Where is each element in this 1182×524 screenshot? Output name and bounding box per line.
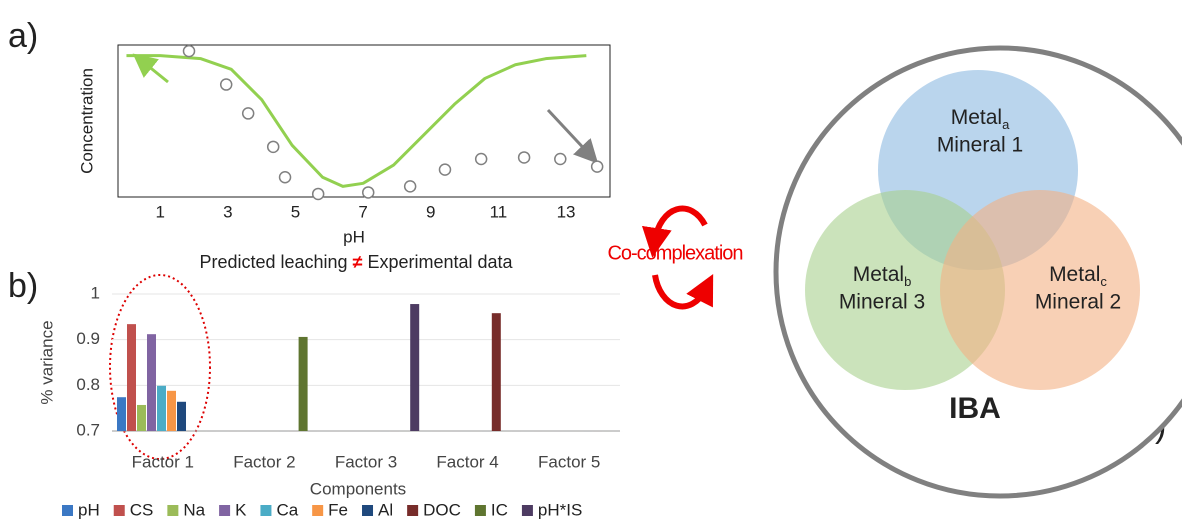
line [126,54,587,188]
caption-part: ≠ [353,252,363,272]
bar [157,385,166,431]
arrow [132,53,169,84]
bar [410,304,420,431]
arrow [546,108,599,164]
legend-label: pH [78,500,100,519]
bar [298,336,308,431]
legend-label: Fe [328,500,348,519]
x-tick-label: Factor 2 [233,452,295,471]
x-tick-label: 11 [490,202,508,221]
bar [127,324,136,431]
venn-metal: Metalb [853,263,912,289]
legend-swatch [167,505,179,516]
subscript: c [1100,274,1107,289]
legend-label: CS [130,500,154,519]
x-tick-label: 3 [223,202,232,221]
point [438,163,452,176]
y-tick-label: 0.9 [76,329,100,348]
plot-frame [117,44,611,198]
legend-swatch [260,505,272,516]
legend-swatch [312,505,324,516]
bar [147,334,156,431]
x-axis-label: pH [343,227,365,246]
x-tick-label: Factor 1 [132,452,194,471]
point [241,107,255,120]
bar [137,404,146,431]
point [182,44,196,58]
highlight-ellipse [109,274,211,460]
x-tick-label: Factor 4 [436,452,498,471]
caption: Predicted leaching ≠ Experimental data [199,252,513,272]
point [278,170,292,184]
legend-swatch [474,505,486,516]
metal: Metal [853,263,904,286]
legend-label: Na [183,500,205,519]
metal: Metal [1049,263,1100,286]
x-tick-label: Factor 3 [335,452,397,471]
legend-swatch [113,505,125,516]
legend-swatch [521,505,533,516]
legend-label: pH*IS [538,500,582,519]
venn-mineral: Mineral 2 [1035,291,1121,314]
point [474,152,488,166]
point [403,180,417,193]
venn-mineral: Mineral 3 [839,291,925,314]
venn-circle [940,190,1140,390]
y-tick-label: 0.8 [76,375,100,394]
bar [491,313,501,431]
x-tick-label: Factor 5 [538,452,600,471]
subscript: a [1002,117,1010,132]
x-axis-label: Components [310,479,406,498]
legend-swatch [407,505,419,516]
annotation: Co-complexation [607,242,742,264]
y-tick-label: 1 [91,283,100,302]
cycle-arrow [652,273,714,310]
legend-label: DOC [423,500,461,519]
legend-label: Al [378,500,393,519]
bar [177,401,186,431]
cycle-arrow [641,205,708,258]
x-tick-label: 13 [557,202,576,221]
point [590,160,604,173]
point [517,151,531,164]
venn-metal: Metalc [1049,263,1107,289]
point [361,186,375,199]
legend-swatch [362,505,374,516]
caption-part: Experimental data [367,252,513,272]
legend-label: Ca [276,500,298,519]
x-tick-label: 7 [358,202,367,221]
bar [167,390,176,431]
subscript: b [904,274,911,289]
legend-label: K [235,500,247,519]
y-axis-label: % variance [37,320,56,404]
y-tick-label: 0.7 [76,420,100,439]
caption-part: Predicted leaching [199,252,347,272]
y-axis-label: Concentration [77,68,96,174]
point [219,78,233,91]
diagram-label: IBA [949,392,1001,425]
venn-metal: Metala [951,106,1010,132]
x-tick-label: 1 [156,202,165,221]
venn-mineral: Mineral 1 [937,134,1023,157]
point [554,152,567,166]
panel-label: a) [8,17,38,55]
panel-label: b) [8,267,38,305]
bar [117,397,126,431]
legend-label: IC [491,500,508,519]
point [266,140,280,154]
x-tick-label: 9 [426,202,435,221]
point [311,187,325,201]
x-tick-label: 5 [291,202,300,221]
metal: Metal [951,106,1002,129]
legend-swatch [219,505,231,516]
legend-swatch [62,505,73,516]
